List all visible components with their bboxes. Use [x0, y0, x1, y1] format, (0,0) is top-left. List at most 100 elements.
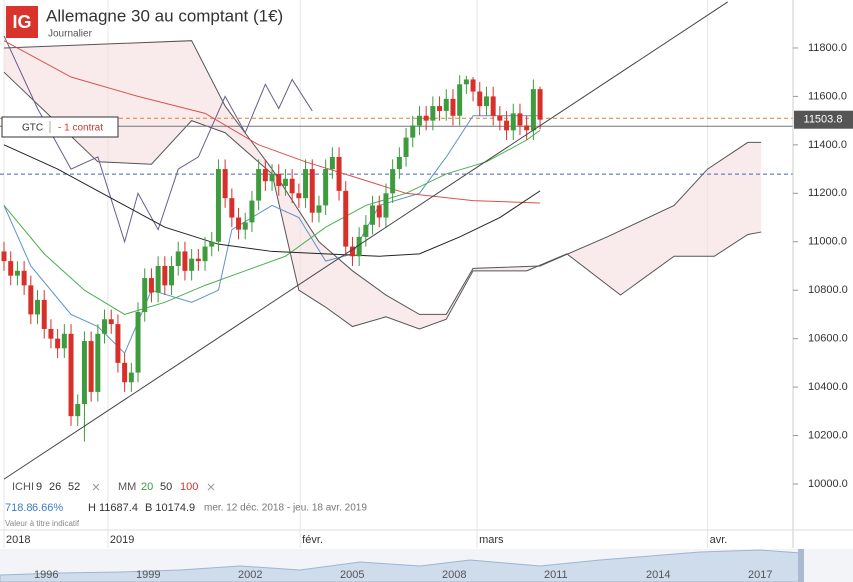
- candle-body: [329, 156, 335, 170]
- y-tick-label: 11200.0: [808, 187, 847, 199]
- candle-body: [396, 156, 402, 170]
- y-tick-label: 11600.0: [808, 90, 847, 102]
- navigator-year: 2017: [748, 569, 772, 581]
- high: H 11687.4: [88, 502, 138, 514]
- candle-body: [457, 84, 463, 116]
- candle-body: [470, 79, 476, 92]
- candle-body: [437, 106, 443, 111]
- candle-body: [517, 113, 523, 126]
- subtitle: Journalier: [48, 29, 93, 40]
- order-box[interactable]: [1, 116, 119, 138]
- candle-body: [189, 258, 195, 271]
- indicator-line: [3, 35, 313, 244]
- candle-body: [349, 246, 355, 257]
- candle-body: [370, 205, 376, 225]
- navigator-labels: 1996 1999 2002 2005 2008 2011 2014 2017: [34, 569, 772, 581]
- candle-body: [262, 169, 268, 182]
- candle-body: [316, 205, 322, 213]
- title: Allemagne 30 au comptant (1€): [46, 6, 283, 25]
- cloud-span: [3, 71, 762, 330]
- candle-body: [102, 319, 108, 334]
- note: Valeur à titre indicatif: [5, 519, 80, 528]
- candle-body: [343, 190, 349, 247]
- candle-body: [383, 193, 389, 218]
- candle-body: [68, 333, 74, 417]
- candle-body: [430, 106, 436, 121]
- plot: [0, 0, 793, 548]
- cloud-span: [4, 40, 762, 315]
- candle-body: [122, 362, 128, 383]
- candle-body: [148, 278, 154, 293]
- candle-body: [195, 258, 201, 262]
- candle-body: [35, 299, 41, 315]
- y-tick-label: 10800.0: [808, 284, 848, 296]
- indicator-line: [3, 40, 541, 204]
- x-tick-label: 2019: [110, 534, 134, 546]
- remove-icon[interactable]: [207, 483, 215, 491]
- y-tick-label: 10600.0: [808, 333, 848, 345]
- low: B 10174.9: [145, 502, 195, 514]
- candle-body: [443, 98, 449, 111]
- candle-body: [296, 193, 302, 199]
- candle-body: [282, 178, 288, 187]
- candle-body: [423, 115, 429, 121]
- mm-label: MM: [118, 481, 136, 493]
- candle-body: [48, 328, 54, 339]
- cloud-fill: [4, 40, 762, 329]
- candle-body: [108, 319, 114, 325]
- mm-param: 100: [180, 481, 198, 493]
- navigator-handle[interactable]: [798, 549, 804, 582]
- navigator-year: 1996: [34, 569, 58, 581]
- candle-body: [175, 251, 181, 266]
- y-tick-label: 10000.0: [808, 478, 848, 490]
- candle-body: [269, 173, 275, 182]
- candle-body: [309, 169, 315, 213]
- candle-body: [530, 89, 536, 131]
- candle-body: [490, 96, 496, 116]
- navigator-year: 2005: [340, 569, 364, 581]
- candle-body: [376, 205, 382, 218]
- candle-body: [75, 404, 81, 417]
- order-type: GTC: [22, 123, 43, 134]
- candle-body: [182, 251, 188, 271]
- candle-body: [303, 169, 309, 199]
- ichi-param: 9: [36, 481, 42, 493]
- candle-body: [1, 251, 7, 262]
- candle-body: [477, 91, 483, 107]
- candle-body: [463, 79, 469, 85]
- candle-body: [504, 120, 510, 131]
- navigator-year: 1999: [136, 569, 160, 581]
- candle-body: [142, 278, 148, 312]
- navigator-year: 2014: [646, 569, 670, 581]
- candle-body: [14, 270, 20, 276]
- candle-body: [236, 217, 242, 230]
- candle-body: [537, 89, 543, 120]
- candle-body: [363, 224, 369, 237]
- navigator-year: 2002: [238, 569, 262, 581]
- candle-body: [128, 372, 134, 383]
- ichi-label: ICHI: [12, 481, 34, 493]
- candle-body: [81, 341, 87, 405]
- y-tick-label: 10200.0: [808, 429, 848, 441]
- indicator-line: [3, 144, 541, 257]
- logo-text: IG: [12, 12, 31, 32]
- date-range: mer. 12 déc. 2018 - jeu. 18 avr. 2019: [204, 503, 367, 514]
- candle-body: [416, 115, 422, 126]
- mm-param: 50: [160, 481, 172, 493]
- candle-body: [336, 156, 342, 191]
- candle-body: [524, 125, 530, 131]
- candle-body: [215, 169, 221, 242]
- candle-body: [497, 115, 503, 121]
- indicator-line: [3, 129, 541, 315]
- candle-body: [202, 246, 208, 262]
- candle-body: [249, 200, 255, 223]
- candle-body: [222, 169, 228, 199]
- candle-body: [410, 125, 416, 138]
- navigator-year: 2011: [544, 569, 568, 581]
- remove-icon[interactable]: [92, 483, 100, 491]
- y-tick-label: 11800.0: [808, 42, 847, 54]
- candle-body: [88, 341, 94, 392]
- ichi-param: 52: [68, 481, 80, 493]
- candle-body: [356, 236, 362, 257]
- x-tick-label: févr.: [302, 534, 323, 546]
